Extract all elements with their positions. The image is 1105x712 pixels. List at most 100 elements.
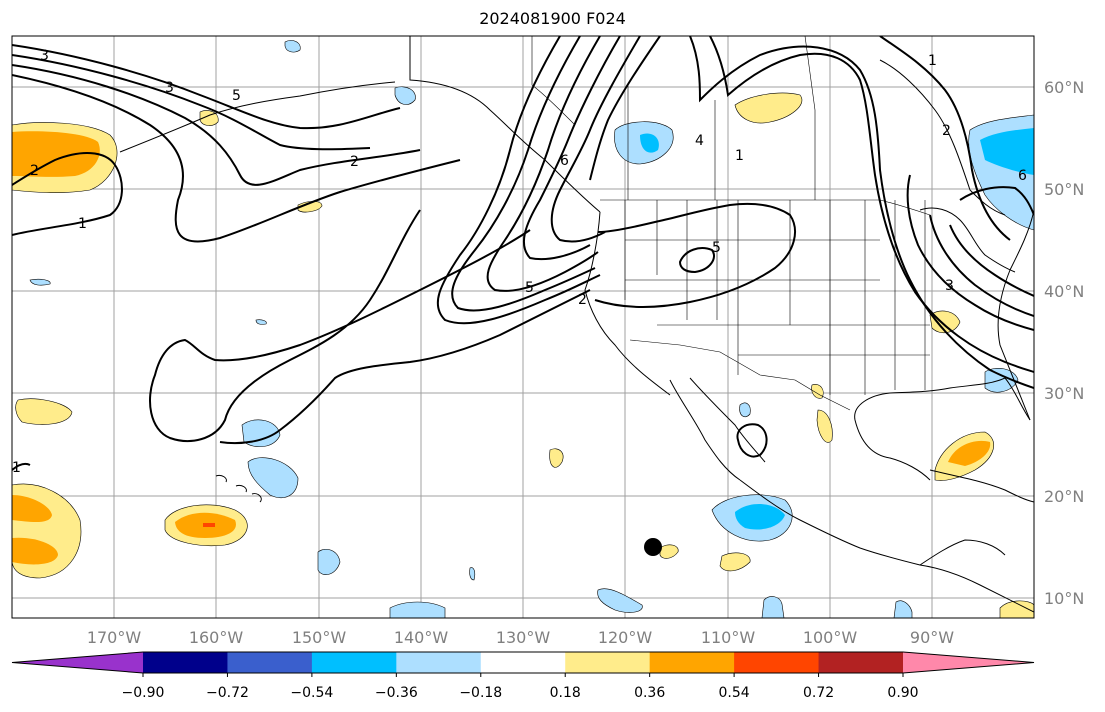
negative-anomaly-bottom-1 <box>389 601 446 618</box>
negative-anomaly-small-3 <box>739 402 751 417</box>
positive-anomaly-pacific-3 <box>659 544 679 559</box>
contour-ridge-6 <box>589 36 661 181</box>
contour-label: 2 <box>578 292 587 308</box>
contour-label: 4 <box>695 133 704 149</box>
contour-label: 1 <box>928 53 937 69</box>
political-borders <box>531 36 931 411</box>
alaska-canada-border <box>531 36 576 126</box>
us-east-coast <box>997 209 1034 421</box>
shaded-anomalies <box>12 40 1034 618</box>
aleutian-chain <box>119 81 396 153</box>
colorbar-tick-label: −0.90 <box>122 685 165 701</box>
contour-label: 6 <box>1018 168 1027 184</box>
contour-label: 2 <box>942 123 951 139</box>
lon-label: 130°W <box>496 628 551 647</box>
colorbar-swatch <box>734 652 820 673</box>
contour-east-2 <box>709 36 1034 373</box>
lat-label: 30°N <box>1044 384 1084 403</box>
longitude-labels: 170°W 160°W 150°W 140°W 130°W 120°W 110°… <box>87 628 954 647</box>
us-mexico-border <box>629 339 851 411</box>
negative-anomaly-bc-core <box>640 133 659 153</box>
contour-lines <box>12 36 1034 471</box>
lat-label: 40°N <box>1044 282 1084 301</box>
colorbar <box>11 651 1035 674</box>
lon-label: 120°W <box>598 628 653 647</box>
contour-east-4 <box>906 174 1034 331</box>
positive-anomaly-southwest-core-2 <box>12 537 58 565</box>
contour-east-6 <box>949 224 1034 297</box>
colorbar-extension-low <box>12 652 143 673</box>
alaska-coast <box>409 36 601 213</box>
colorbar-swatch <box>396 652 482 673</box>
colorbar-swatch <box>480 652 566 673</box>
contour-aleutian-2 <box>12 54 371 151</box>
contour-labels: 3 3 5 2 2 1 5 2 5 6 4 1 1 2 6 3 1 <box>12 48 1027 476</box>
contour-ridge-5 <box>550 36 641 243</box>
colorbar-tick-label: −0.36 <box>375 685 418 701</box>
lat-label: 60°N <box>1044 78 1084 97</box>
colorbar-tick-label: −0.54 <box>290 685 333 701</box>
negative-anomaly-mexico-coast-core <box>735 504 785 530</box>
negative-anomaly-hawaii-2 <box>247 457 299 498</box>
contour-aleutian-4 <box>12 74 461 243</box>
positive-anomaly-west-30n <box>15 398 73 425</box>
colorbar-swatch <box>143 652 228 673</box>
contour-label: 5 <box>712 240 721 256</box>
negative-anomaly-florida <box>984 367 1019 393</box>
map-title: 2024081900 F024 <box>479 9 626 28</box>
colorbar-tick-label: 0.72 <box>803 685 834 701</box>
negative-anomaly-small-2 <box>284 40 301 53</box>
contour-label: 2 <box>350 154 359 170</box>
contour-aleutian-3 <box>12 64 421 186</box>
lon-label: 90°W <box>910 628 954 647</box>
colorbar-tick-label: −0.72 <box>206 685 249 701</box>
contour-ridge-4 <box>522 36 621 261</box>
lat-label: 50°N <box>1044 180 1084 199</box>
contour-east-3 <box>879 36 1011 241</box>
mexico-coast <box>739 479 1034 613</box>
contour-label: 1 <box>12 460 21 476</box>
colorbar-tick-labels: −0.90 −0.72 −0.54 −0.36 −0.18 0.18 0.36 0.54 0.7… <box>122 673 919 701</box>
contour-label: 3 <box>40 48 49 64</box>
contour-mexico-low <box>736 423 768 458</box>
positive-anomaly-gulf-core <box>948 440 991 466</box>
central-america <box>919 539 1006 566</box>
contour-ridge-2 <box>451 36 596 312</box>
negative-anomaly-small-4 <box>317 549 341 575</box>
negative-anomaly-east-canada-core <box>980 128 1034 175</box>
baja-california <box>669 377 766 481</box>
negative-anomaly-small-6 <box>29 278 51 286</box>
contour-aleutian-1 <box>12 44 401 130</box>
lat-label: 20°N <box>1044 487 1084 506</box>
lon-label: 160°W <box>189 628 244 647</box>
canada-hudson <box>879 59 1006 216</box>
positive-anomaly-canada <box>734 92 803 124</box>
contour-label: 1 <box>78 216 87 232</box>
contour-label: 5 <box>525 280 534 296</box>
colorbar-tick-label: −0.18 <box>459 685 502 701</box>
positive-anomaly-small-2 <box>297 201 323 213</box>
storm-marker <box>644 538 662 556</box>
colorbar-tick-label: 0.54 <box>719 685 750 701</box>
contour-label: 2 <box>30 163 39 179</box>
hawaii-islands <box>215 475 262 503</box>
lon-label: 110°W <box>701 628 756 647</box>
positive-anomaly-north-pacific-core <box>12 131 100 177</box>
great-lakes <box>919 207 1016 273</box>
lon-label: 150°W <box>292 628 347 647</box>
positive-anomaly-pacific-2 <box>719 552 751 572</box>
positive-anomaly-tennessee <box>929 310 961 334</box>
contour-label: 1 <box>735 148 744 164</box>
lon-label: 140°W <box>394 628 449 647</box>
lon-label: 170°W <box>87 628 142 647</box>
colorbar-tick-label: 0.18 <box>550 685 581 701</box>
negative-anomaly-bottom-2 <box>761 596 785 618</box>
map-frame <box>11 35 1035 619</box>
negative-anomaly-small-8 <box>469 567 476 581</box>
contour-label: 5 <box>232 88 241 104</box>
contour-east-1 <box>689 36 1034 389</box>
colorbar-swatch <box>311 652 397 673</box>
lat-label: 10°N <box>1044 589 1084 608</box>
lon-label: 100°W <box>803 628 858 647</box>
contour-us-1 <box>594 202 796 309</box>
